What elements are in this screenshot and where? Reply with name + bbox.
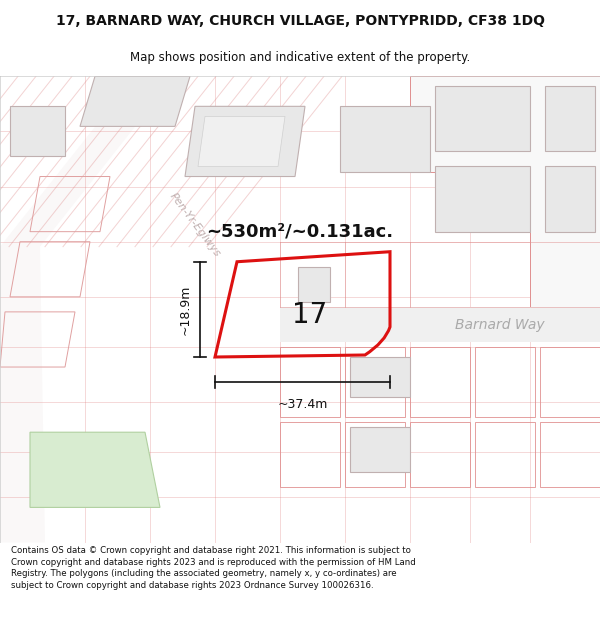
Text: Contains OS data © Crown copyright and database right 2021. This information is : Contains OS data © Crown copyright and d… — [11, 546, 416, 590]
Text: ~530m²/~0.131ac.: ~530m²/~0.131ac. — [206, 222, 394, 241]
Text: 17, BARNARD WAY, CHURCH VILLAGE, PONTYPRIDD, CF38 1DQ: 17, BARNARD WAY, CHURCH VILLAGE, PONTYPR… — [56, 14, 545, 28]
Polygon shape — [545, 166, 595, 232]
Text: ~18.9m: ~18.9m — [179, 284, 192, 334]
Polygon shape — [198, 116, 285, 166]
Polygon shape — [10, 106, 65, 156]
Polygon shape — [280, 307, 600, 342]
Polygon shape — [350, 428, 410, 472]
Text: ~37.4m: ~37.4m — [277, 398, 328, 411]
Polygon shape — [350, 357, 410, 397]
Polygon shape — [298, 267, 330, 302]
Text: Barnard Way: Barnard Way — [455, 318, 545, 332]
Polygon shape — [410, 76, 600, 337]
Polygon shape — [30, 432, 160, 508]
Polygon shape — [185, 106, 305, 176]
Text: Map shows position and indicative extent of the property.: Map shows position and indicative extent… — [130, 51, 470, 64]
Text: Pen-Yr-Eglwys: Pen-Yr-Eglwys — [168, 191, 222, 259]
Polygon shape — [435, 166, 530, 232]
Polygon shape — [80, 76, 190, 126]
Text: 17: 17 — [292, 301, 328, 329]
Polygon shape — [340, 106, 430, 171]
Polygon shape — [545, 86, 595, 151]
Polygon shape — [0, 76, 175, 542]
Polygon shape — [435, 86, 530, 151]
